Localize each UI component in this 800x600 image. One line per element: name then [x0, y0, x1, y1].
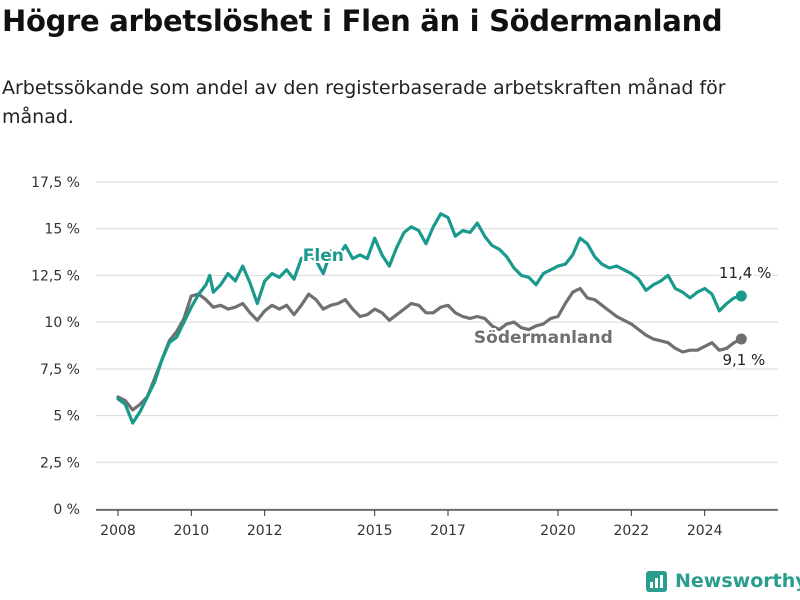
y-tick-label: 2,5 % — [40, 455, 80, 471]
newsworthy-logo: Newsworthy — [646, 570, 800, 592]
series-line-flen — [116, 212, 743, 425]
x-tick-label: 2024 — [687, 523, 723, 539]
x-tick-label: 2017 — [430, 523, 466, 539]
y-tick-label: 15 % — [44, 222, 80, 238]
chart-subtitle: Arbetssökande som andel av den registerb… — [2, 77, 726, 128]
end-point-flen — [735, 290, 747, 302]
series-labels: Flen Södermanland 11,4 % 9,1 % — [301, 244, 774, 371]
y-tick-label: 5 % — [53, 409, 80, 425]
x-tick-label: 2010 — [174, 523, 210, 539]
end-label-sodermanland: 9,1 % — [722, 351, 765, 369]
series-lines — [116, 212, 747, 425]
series-label-sodermanland: Södermanland — [474, 328, 613, 348]
y-tick-label: 12,5 % — [31, 268, 80, 284]
bar-chart-icon — [646, 570, 667, 592]
y-tick-label: 0 % — [53, 502, 80, 518]
x-tick-label: 2008 — [100, 523, 136, 539]
y-tick-label: 7,5 % — [40, 362, 80, 378]
series-line-sodermanland — [116, 286, 743, 412]
x-tick-label: 2012 — [247, 523, 283, 539]
x-tick-label: 2022 — [614, 523, 650, 539]
x-tick-label: 2020 — [540, 523, 576, 539]
y-axis-ticks: 0 % 2,5 % 5 % 7,5 % 10 % 12,5 % 15 % 17,5 % — [31, 175, 80, 518]
chart-title: Högre arbetslöshet i Flen än i Södermanl… — [2, 4, 723, 38]
series-label-flen: Flen — [303, 246, 344, 266]
y-tick-label: 17,5 % — [31, 175, 80, 191]
x-tick-label: 2015 — [357, 523, 393, 539]
grid-lines — [96, 181, 778, 510]
brand-name: Newsworthy — [675, 570, 800, 592]
y-tick-label: 10 % — [44, 315, 80, 331]
end-label-flen: 11,4 % — [719, 264, 771, 282]
end-point-sodermanland — [735, 333, 747, 345]
x-axis: 2008 2010 2012 2015 2017 2020 2022 2024 — [96, 509, 778, 539]
